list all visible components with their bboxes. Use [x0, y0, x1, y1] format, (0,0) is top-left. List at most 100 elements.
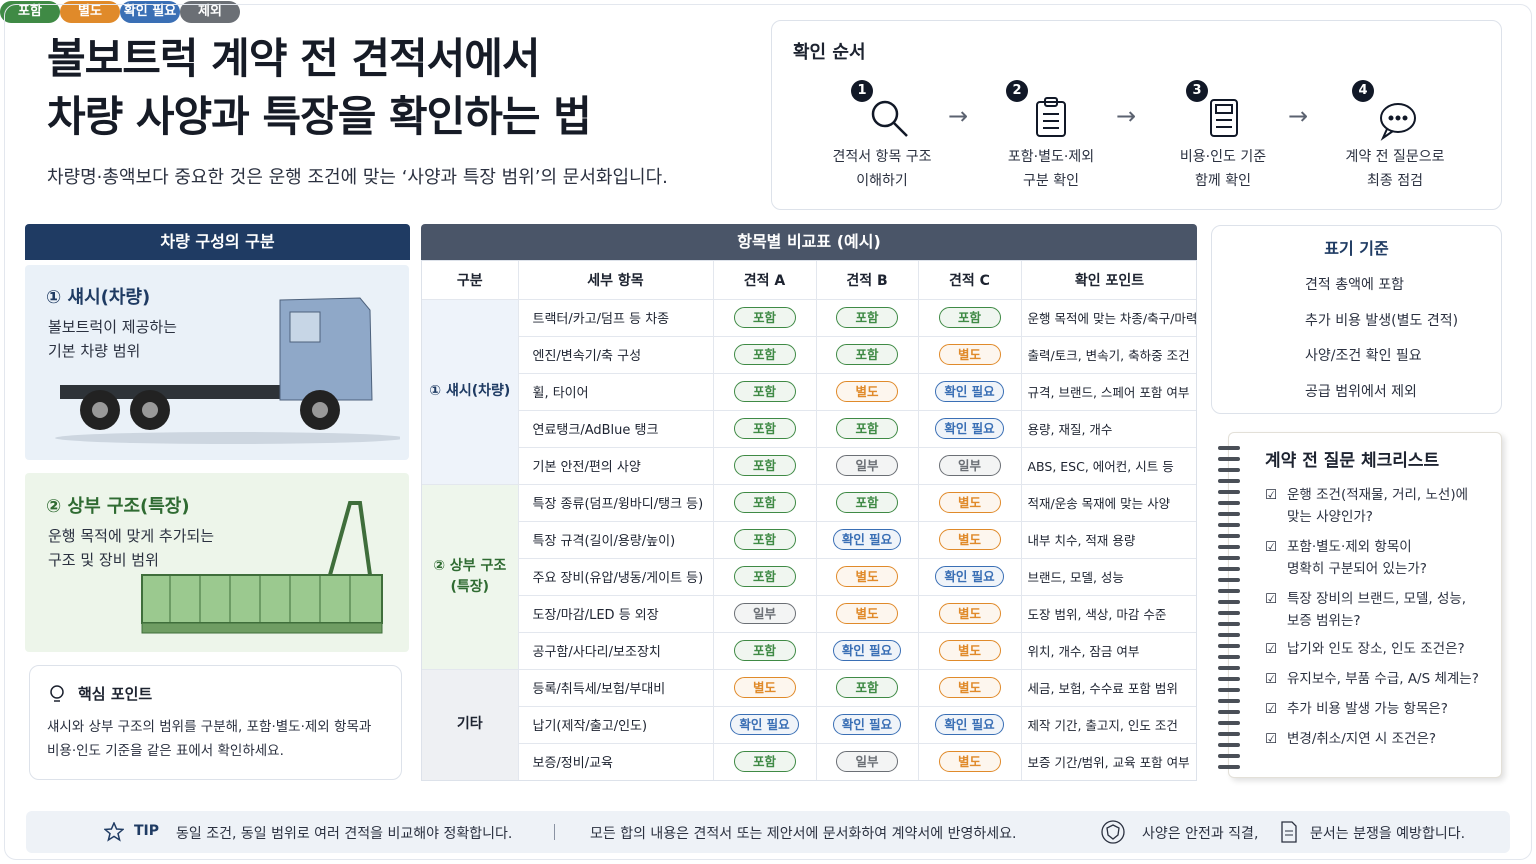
table-body: ① 섀시(차량) 트랙터/카고/덤프 등 차종 포함 포함 포함 운행 목적에 맞는 차종… [422, 299, 1196, 780]
spiral-ring [1218, 688, 1240, 692]
section-heading: ① 섀시(차량) [46, 287, 151, 308]
table-row: 연료탱크/AdBlue 탱크 포함 포함 확인 필요 용량, 재질, 개수 [422, 410, 1196, 448]
group-label: ② 상부 구조 (특장) [422, 484, 519, 670]
status-cell: 일부 [713, 595, 817, 633]
step-label: 포함·별도·제외 구분 확인 [971, 145, 1131, 193]
spiral-ring [1218, 468, 1240, 472]
status-cell: 확인 필요 [713, 706, 817, 744]
status-cell: 포함 [713, 632, 817, 670]
group-label: 기타 [422, 669, 519, 780]
point-cell: 브랜드, 모델, 성능 [1021, 558, 1196, 596]
status-cell: 확인 필요 [918, 706, 1022, 744]
table-row: 엔진/변속기/축 구성 포함 포함 별도 출력/토크, 변속기, 축하중 조건 [422, 336, 1196, 374]
status-badge: 포함 [836, 492, 898, 513]
status-badge: 별도 [938, 492, 1001, 513]
step-number: 2 [1006, 80, 1028, 102]
line: 추가 비용 발생 가능 항목은? [1287, 701, 1448, 717]
key-point-box [29, 665, 402, 780]
spiral-ring [1218, 512, 1240, 516]
status-badge: 일부 [836, 751, 898, 772]
line: 최종 점검 [1367, 173, 1423, 189]
checklist-item: ☑ 포함·별도·제외 항목이 명확히 구분되어 있는가? [1265, 536, 1427, 580]
column-header: 견적 B [816, 261, 919, 300]
spiral-ring [1218, 600, 1240, 604]
line: 비용·인도 기준 [1179, 149, 1267, 165]
line: 유지보수, 부품 수급, A/S 체계는? [1287, 671, 1479, 687]
status-cell: 포함 [713, 484, 817, 522]
status-cell: 포함 [713, 299, 817, 337]
line: 섀시와 상부 구조의 범위를 구분해, 포함·별도·제외 항목과 [47, 719, 372, 735]
point-cell: 운행 목적에 맞는 차종/축구/마력 [1021, 299, 1196, 337]
status-badge: 일부 [733, 603, 796, 624]
status-badge: 포함 [733, 492, 796, 513]
status-cell: 포함 [713, 410, 817, 448]
item-cell: 특장 규격(길이/용량/높이) [518, 521, 714, 559]
table-title: 항목별 비교표 (예시) [421, 224, 1197, 260]
status-badge: 별도 [836, 603, 898, 624]
step-label: 계약 전 질문으로 최종 점검 [1315, 145, 1475, 193]
spiral-ring [1218, 556, 1240, 560]
status-badge: 포함 [836, 418, 898, 439]
status-badge: 확인 필요 [832, 529, 902, 550]
line: 납기와 인도 장소, 인도 조건은? [1287, 641, 1465, 657]
status-badge: 포함 [733, 751, 796, 772]
status-badge: 별도 [938, 529, 1001, 550]
status-badge: 확인 필요 [832, 714, 902, 735]
status-badge: 확인 필요 [935, 566, 1004, 587]
status-badge: 확인 필요 [935, 418, 1004, 439]
legend-card [1211, 225, 1502, 414]
line: (특장) [450, 578, 490, 595]
status-cell: 별도 [816, 373, 919, 411]
line: 포함·별도·제외 항목이 [1287, 539, 1412, 555]
arrow: → [948, 102, 969, 130]
key-point-text: 섀시와 상부 구조의 범위를 구분해, 포함·별도·제외 항목과 비용·인도 기준… [47, 715, 371, 763]
line: 볼보트럭이 제공하는 [48, 318, 177, 336]
table-row: 공구함/사다리/보조장치 포함 확인 필요 별도 위치, 개수, 잠금 여부 [422, 632, 1196, 670]
status-cell: 별도 [918, 484, 1022, 522]
status-badge: 별도 [938, 344, 1001, 365]
item-cell: 공구함/사다리/보조장치 [518, 632, 714, 670]
status-badge: 포함 [733, 529, 796, 550]
item-cell: 특장 종류(덤프/윙바디/탱크 등) [518, 484, 714, 522]
frame [4, 4, 1532, 860]
spiral-ring [1218, 666, 1240, 670]
spiral-ring [1218, 644, 1240, 648]
legend-desc: 사양/조건 확인 필요 [1305, 348, 1422, 364]
point-cell: 위치, 개수, 잠금 여부 [1021, 632, 1196, 670]
status-cell: 포함 [816, 299, 919, 337]
point-cell: 출력/토크, 변속기, 축하중 조건 [1021, 336, 1196, 374]
status-badge: 포함 [733, 640, 796, 661]
status-cell: 포함 [816, 669, 919, 707]
truck-illustration [55, 297, 400, 444]
checklist-item: ☑ 운행 조건(적재물, 거리, 노선)에 맞는 사양인가? [1265, 484, 1468, 528]
status-cell: 별도 [918, 632, 1022, 670]
spiral-ring [1218, 545, 1240, 549]
item-cell: 등록/취득세/보험/부대비 [518, 669, 714, 707]
item-text: 변경/취소/지연 시 조건은? [1287, 728, 1436, 750]
legend-desc: 견적 총액에 포함 [1305, 277, 1405, 293]
table-row: 휠, 타이어 포함 별도 확인 필요 규격, 브랜드, 스페어 포함 여부 [422, 373, 1196, 411]
step-label: 견적서 항목 구조 이해하기 [802, 145, 962, 193]
status-badge: 확인 필요 [935, 714, 1004, 735]
table-row: 도장/마감/LED 등 외장 일부 별도 별도 도장 범위, 색상, 마감 수준 [422, 595, 1196, 633]
title-line: 차량 사양과 특장을 확인하는 법 [47, 92, 592, 141]
table-row: ① 섀시(차량) 트랙터/카고/덤프 등 차종 포함 포함 포함 운행 목적에 맞는 차종… [422, 299, 1196, 485]
line: 구분 확인 [1023, 173, 1079, 189]
status-cell: 포함 [713, 336, 817, 374]
item-cell: 연료탱크/AdBlue 탱크 [518, 410, 714, 448]
status-cell: 포함 [713, 447, 817, 485]
line: ① 섀시(차량) [429, 383, 511, 399]
line: 함께 확인 [1195, 173, 1251, 189]
table-row: 기본 안전/편의 사양 포함 일부 일부 ABS, ESC, 에어컨, 시트 등 [422, 447, 1196, 485]
subtitle: 차량명·총액보다 중요한 것은 운행 조건에 맞는 ‘사양과 특장 범위’의 문… [47, 167, 668, 188]
status-badge: 별도 [938, 751, 1001, 772]
status-badge: 일부 [938, 455, 1001, 476]
spiral-ring [1218, 589, 1240, 593]
key-point-title: 핵심 포인트 [78, 685, 153, 703]
clipboard-icon [1036, 97, 1066, 137]
status-cell: 별도 [918, 743, 1022, 780]
status-badge: 포함 [733, 418, 796, 439]
spiral-ring [1218, 611, 1240, 615]
check-icon: ☑ [1265, 671, 1278, 687]
